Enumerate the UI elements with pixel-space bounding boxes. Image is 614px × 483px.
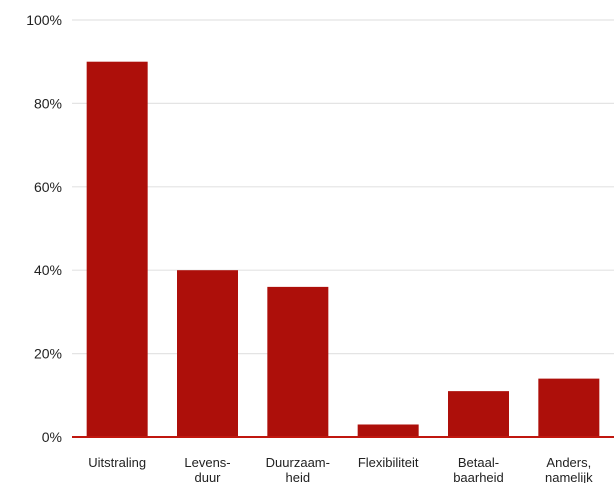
x-category-label-line: Levens- (184, 455, 230, 470)
y-axis-tick-labels: 0% 20% 40% 60% 80% 100% (26, 12, 62, 445)
x-category-label: Anders, namelijk (545, 455, 593, 483)
bar (357, 424, 419, 437)
y-tick-label: 20% (34, 346, 62, 362)
y-tick-label: 60% (34, 179, 62, 195)
bars (86, 61, 600, 437)
y-tick-label: 0% (42, 429, 62, 445)
bar (448, 391, 509, 437)
bar (538, 378, 600, 437)
bar (86, 61, 148, 437)
x-category-label-line: Betaal- (458, 455, 499, 470)
x-category-label: Duurzaam-heid (266, 455, 330, 483)
x-category-label: Flexibiliteit (358, 455, 419, 470)
y-tick-label: 100% (26, 12, 62, 28)
bar (267, 286, 329, 437)
x-category-label-line: heid (286, 470, 311, 483)
x-category-label: Levens-duur (184, 455, 230, 483)
x-category-label-line: duur (194, 470, 221, 483)
grid-lines (72, 19, 614, 355)
x-category-label-line: Uitstraling (88, 455, 146, 470)
y-tick-label: 80% (34, 95, 62, 111)
y-tick-label: 40% (34, 262, 62, 278)
x-category-label-line: Flexibiliteit (358, 455, 419, 470)
x-category-label: Betaal-baarheid (453, 455, 504, 483)
bar (177, 270, 238, 437)
x-category-label-line: Duurzaam- (266, 455, 330, 470)
x-category-label-line: baarheid (453, 470, 504, 483)
x-category-label-line: namelijk (545, 470, 593, 483)
x-category-label-line: Anders, (546, 455, 591, 470)
x-axis-category-labels: Uitstraling Levens-duur Duurzaam-heid Flexi… (88, 455, 593, 483)
x-category-label: Uitstraling (88, 455, 146, 470)
